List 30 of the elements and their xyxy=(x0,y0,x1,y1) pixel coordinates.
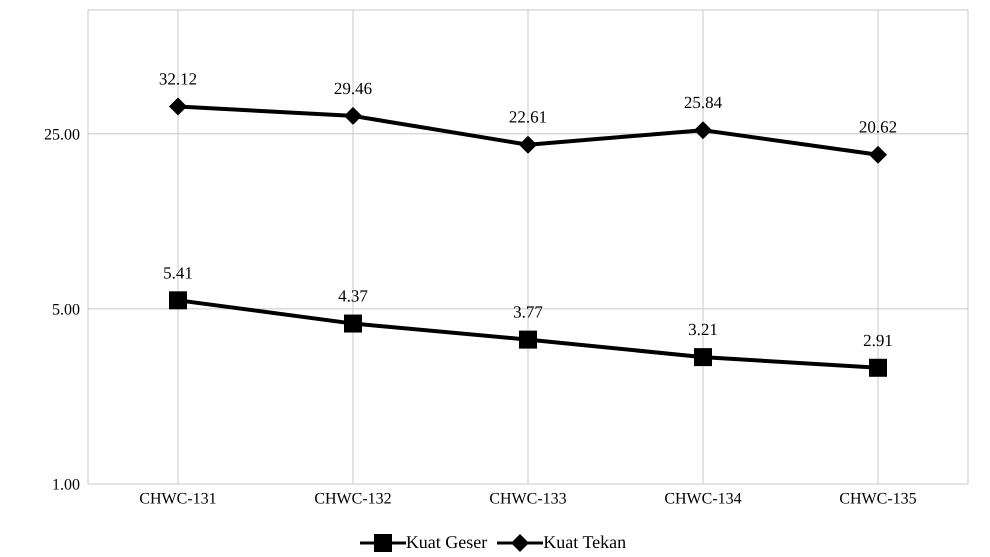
point xyxy=(519,330,537,349)
x-tick-label: CHWC-133 xyxy=(489,490,567,508)
x-tick-label: CHWC-132 xyxy=(314,490,392,508)
point xyxy=(344,106,362,125)
point xyxy=(869,358,887,377)
data-label: 3.21 xyxy=(688,320,718,340)
point xyxy=(169,291,187,310)
point xyxy=(519,136,537,154)
data-label: 2.91 xyxy=(863,330,893,350)
y-tick-label: 25.00 xyxy=(44,126,80,144)
data-label: 25.84 xyxy=(684,93,723,112)
point xyxy=(694,121,712,140)
data-label: 32.12 xyxy=(158,70,198,89)
x-tick-label: CHWC-135 xyxy=(839,490,917,508)
point xyxy=(694,348,712,366)
data-label: 29.46 xyxy=(334,78,372,98)
y-tick-label: 5.00 xyxy=(52,302,80,319)
legend-label: Kuat Tekan xyxy=(543,532,626,553)
x-tick-label: CHWC-131 xyxy=(139,490,217,508)
y-tick-label: 1.00 xyxy=(52,476,80,494)
data-label: 4.37 xyxy=(338,286,368,306)
data-label: 20.62 xyxy=(858,118,898,137)
legend-label: Kuat Geser xyxy=(406,532,488,553)
x-tick-label: CHWC-134 xyxy=(664,490,742,508)
data-label: 5.41 xyxy=(163,263,193,282)
data-label: 3.77 xyxy=(513,302,544,322)
point xyxy=(169,98,187,116)
point xyxy=(344,314,362,333)
point xyxy=(869,146,887,164)
data-label: 22.61 xyxy=(508,108,548,127)
